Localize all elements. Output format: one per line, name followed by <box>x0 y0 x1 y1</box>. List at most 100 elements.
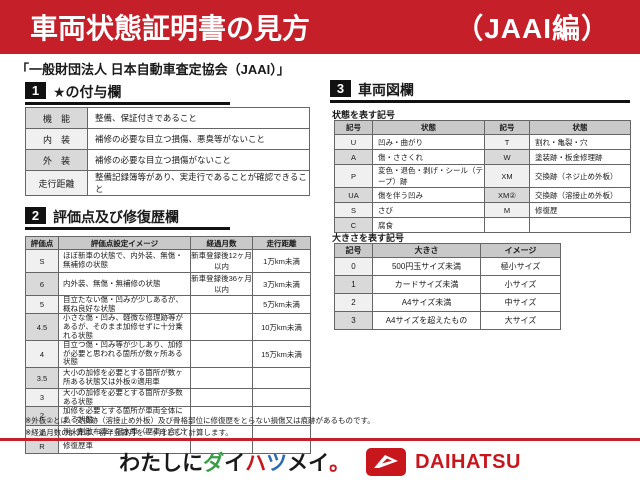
rating-table: 評価点 評価点設定イメージ 経過月数 走行距離 S ほぼ新車の状態で、内外装、無… <box>25 236 311 454</box>
row-desc: 整備、保証付きであること <box>87 107 310 129</box>
table-row: 6 内外装、無傷・無補修の状態 新車登録後36ヶ月以内 3万km未満 <box>25 272 311 296</box>
brand-slogan: わ た し に ダ イ ハ ツ メ イ 。 <box>119 447 350 477</box>
symbol: A <box>334 149 373 165</box>
col-header: 記号 <box>334 120 373 135</box>
page-title-edition: （JAAI編） <box>455 13 610 44</box>
rating-desc: 小さな傷・凹み、軽微な修理跡等があるが、そのまま加修せずに十分乗れる状態 <box>58 313 191 342</box>
rating-desc: 加修を必要とする箇所が車両全体にある状態 <box>58 406 191 426</box>
section-number-badge: 2 <box>25 207 46 224</box>
title-banner: 車両状態証明書の見方 （JAAI編） <box>0 0 640 54</box>
rating-desc: 内外装、無傷・無補修の状態 <box>58 272 191 296</box>
table-row: 5 目立たない傷・凹みが少しあるが、概ね良好な状態 5万km未満 <box>25 294 311 315</box>
size-desc: 500円玉サイズ未満 <box>372 257 481 276</box>
rating-point: 3 <box>25 387 59 408</box>
section-star-title: ★の付与欄 <box>53 84 122 100</box>
rating-desc: 目立たない傷・凹みが少しあるが、概ね良好な状態 <box>58 294 191 315</box>
page-title: 車両状態証明書の見方 <box>30 13 311 44</box>
rating-desc: 大小の加修を必要とする箇所が数ヶ所ある状態又は外板②適用車 <box>58 367 191 389</box>
section-number-badge: 1 <box>25 82 46 99</box>
section-rating-header: 2 評価点及び修復歴欄 <box>25 207 230 230</box>
size-symbol: 2 <box>334 293 373 312</box>
footnote-line: ※外板②とは、交換跡（溶接止め外板）及び骨格部位に修復歴をとらない損傷又は痕跡が… <box>25 416 375 425</box>
rating-desc: 大小の加修を必要とする箇所が多数ある状態 <box>58 387 191 408</box>
symbol-desc: 傷・ささくれ <box>372 149 485 165</box>
rating-km <box>252 406 311 426</box>
slogan-char: イ <box>308 452 330 475</box>
rating-km: 3万km未満 <box>252 272 311 296</box>
section-rating-title: 評価点及び修復歴欄 <box>53 209 179 225</box>
rating-months: 新車登録後36ヶ月以内 <box>190 272 253 296</box>
symbol-desc: 変色・退色・剥げ・シール（テープ）跡 <box>372 164 485 188</box>
rating-point: 2 <box>25 406 59 426</box>
symbol: W <box>484 149 530 165</box>
symbol-desc: 傷を伴う凹み <box>372 187 485 203</box>
footer: わ た し に ダ イ ハ ツ メ イ 。 DAIHATSU <box>0 445 640 479</box>
table-row: 機 能 整備、保証付きであること <box>25 107 310 129</box>
table-header-row: 評価点 評価点設定イメージ 経過月数 走行距離 <box>25 236 311 250</box>
size-desc: カードサイズ未満 <box>372 275 481 294</box>
star-criteria-table: 機 能 整備、保証付きであること 内 装 補修の必要な目立つ損傷、悪臭等がないこ… <box>25 107 310 196</box>
organization-subtitle: 「一般財団法人 日本自動車査定協会（JAAI）」 <box>16 62 290 77</box>
size-symbol: 3 <box>334 311 373 330</box>
section-diagram-title: 車両図欄 <box>358 82 414 98</box>
col-header: 評価点 <box>25 236 59 250</box>
size-symbol: 0 <box>334 257 373 276</box>
red-divider <box>0 438 640 441</box>
table-row: 3 大小の加修を必要とする箇所が多数ある状態 <box>25 387 311 408</box>
rating-km: 15万km未満 <box>252 340 311 368</box>
symbol: T <box>484 134 530 150</box>
slogan-char: し <box>161 452 183 475</box>
rating-months <box>190 313 253 342</box>
size-image: 極小サイズ <box>480 257 561 276</box>
col-header: 大きさ <box>372 243 481 258</box>
size-image: 中サイズ <box>480 293 561 312</box>
slogan-char: に <box>182 452 204 475</box>
size-symbols-label: 大きさを表す記号 <box>332 233 405 243</box>
section-diagram-header: 3 車両図欄 <box>330 80 630 103</box>
rating-point: R <box>25 438 59 454</box>
rating-months <box>190 294 253 315</box>
rating-point: 1 <box>25 424 59 440</box>
rating-point: 5 <box>25 294 59 315</box>
rating-point: S <box>25 249 59 273</box>
table-row: A 傷・ささくれ W 塗装跡・板金修理跡 <box>334 149 631 165</box>
table-row: 0 500円玉サイズ未満 極小サイズ <box>334 257 561 276</box>
size-desc: A4サイズを超えたもの <box>372 311 481 330</box>
symbol-desc <box>529 217 631 233</box>
table-row: 3.5 大小の加修を必要とする箇所が数ヶ所ある状態又は外板②適用車 <box>25 367 311 389</box>
table-row: P 変色・退色・剥げ・シール（テープ）跡 XM 交換跡（ネジ止め外板） <box>334 164 631 188</box>
symbol: UA <box>334 187 373 203</box>
symbol: P <box>334 164 373 188</box>
symbol: U <box>334 134 373 150</box>
row-label: 外 装 <box>25 149 88 171</box>
rating-point: 4.5 <box>25 313 59 342</box>
symbol: XM <box>484 164 530 188</box>
symbol-desc: 割れ・亀裂・穴 <box>529 134 631 150</box>
daihatsu-d-mark-icon <box>366 448 407 476</box>
symbol: M <box>484 202 530 218</box>
section-star-header: 1 ★の付与欄 <box>25 82 230 105</box>
symbol: XM② <box>484 187 530 203</box>
col-header: 経過月数 <box>190 236 253 250</box>
rating-point: 4 <box>25 340 59 368</box>
symbol-desc: 交換跡（溶接止め外板） <box>529 187 631 203</box>
size-image: 大サイズ <box>480 311 561 330</box>
size-desc: A4サイズ未満 <box>372 293 481 312</box>
symbol-desc: さび <box>372 202 485 218</box>
table-row: 内 装 補修の必要な目立つ損傷、悪臭等がないこと <box>25 128 310 150</box>
col-header: 記号 <box>334 243 373 258</box>
rating-point: 6 <box>25 272 59 296</box>
table-header-row: 記号 状態 記号 状態 <box>334 120 631 135</box>
size-symbol: 1 <box>334 275 373 294</box>
rating-km: 10万km未満 <box>252 313 311 342</box>
rating-km <box>252 387 311 408</box>
table-row: 1 カードサイズ未満 小サイズ <box>334 275 561 294</box>
symbol-desc: 塗装跡・板金修理跡 <box>529 149 631 165</box>
table-row: 3 A4サイズを超えたもの 大サイズ <box>334 311 561 330</box>
footnote-line: ※経過月数の計算は、初年登録月を一ヶ月として計算します。 <box>25 427 233 437</box>
state-symbols-label: 状態を表す記号 <box>332 110 396 120</box>
table-row: 2 A4サイズ未満 中サイズ <box>334 293 561 312</box>
table-row: U 凹み・曲がり T 割れ・亀裂・穴 <box>334 134 631 150</box>
slogan-char: ハ <box>245 452 267 475</box>
col-header: イメージ <box>480 243 561 258</box>
